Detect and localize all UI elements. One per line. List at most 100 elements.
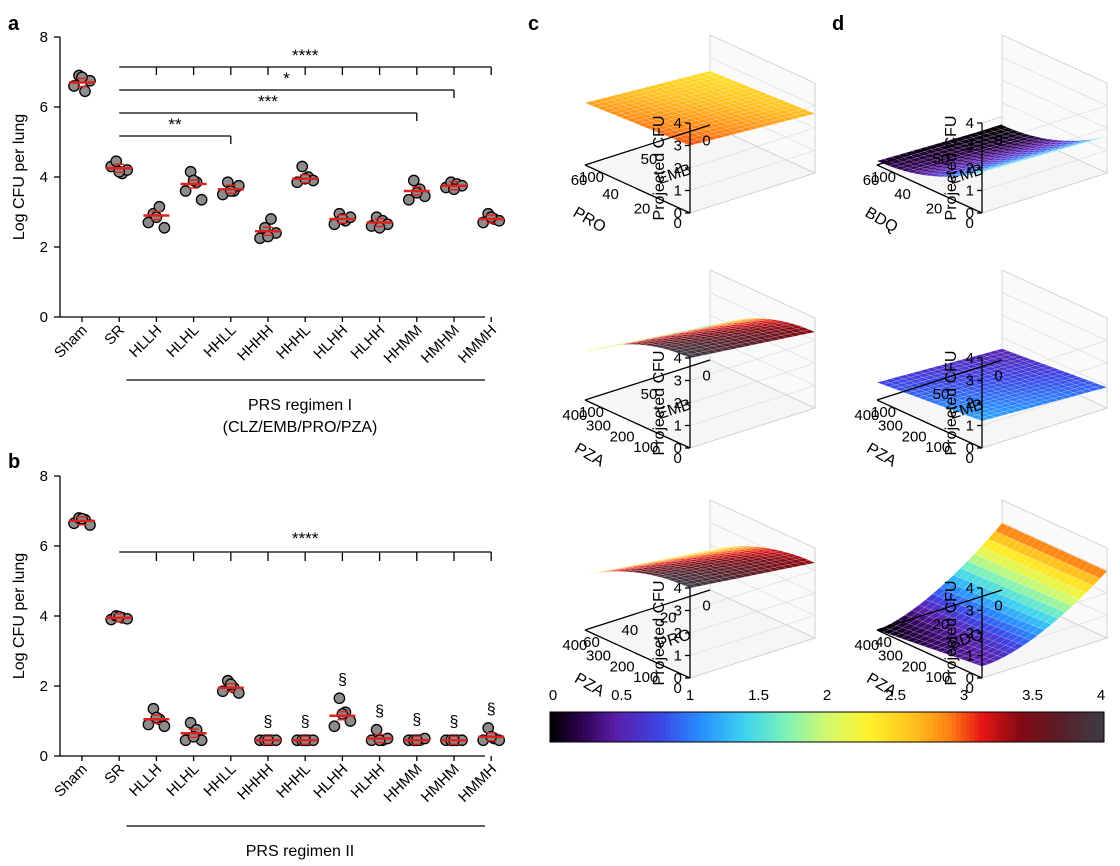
colorbar-cell xyxy=(1016,712,1022,742)
y-tick-label: 40 xyxy=(621,622,638,639)
x-axis xyxy=(876,164,983,214)
panel-label-a: a xyxy=(8,13,20,35)
z-tick-label: 2 xyxy=(966,160,974,177)
wall-gridline xyxy=(981,337,1108,426)
colorbar-cell xyxy=(1025,712,1031,742)
colorbar-cell xyxy=(923,712,930,742)
y-tick-label: 8 xyxy=(40,29,48,46)
colorbar-cell xyxy=(660,712,666,742)
colorbar-tick-label: 2 xyxy=(823,687,831,704)
x-tick-label: HLHL xyxy=(163,761,202,800)
y-tick-label: 8 xyxy=(40,468,48,485)
wall-gridline xyxy=(689,337,816,426)
x-tick-label: 20 xyxy=(634,201,651,218)
colorbar-cell xyxy=(840,712,846,742)
colorbar-cell xyxy=(600,712,606,742)
data-point xyxy=(336,708,349,720)
panel-label-d: d xyxy=(832,13,844,35)
colorbar-cell xyxy=(910,712,916,742)
colorbar-cell xyxy=(614,712,620,742)
colorbar-cell xyxy=(896,712,902,742)
x-tick-label: HLHH xyxy=(310,322,351,363)
wall-gridline xyxy=(689,522,816,611)
colorbar-cell xyxy=(877,712,883,742)
x-axis-label: PRO xyxy=(570,204,609,236)
x-tick-label: SR xyxy=(101,322,128,349)
colorbar-cell xyxy=(808,712,814,742)
colorbar-cell xyxy=(683,712,689,742)
colorbar-cell xyxy=(725,712,731,742)
data-point xyxy=(407,174,420,187)
x-tick-label: Sham xyxy=(51,761,91,801)
colorbar-cell xyxy=(1090,712,1096,742)
data-point xyxy=(158,720,171,733)
surface-cell xyxy=(660,81,675,87)
x-tick-label: HLLH xyxy=(126,322,165,361)
y-tick-label: 6 xyxy=(40,99,48,116)
colorbar-cell xyxy=(1020,712,1027,742)
y-tick-label: 50 xyxy=(933,386,950,403)
surface-cell xyxy=(598,345,612,350)
colorbar-cell xyxy=(900,712,906,742)
x-tick-label: HLHL xyxy=(163,322,202,361)
x-axis-label: PZA xyxy=(864,440,900,470)
regimen-label: PRS regimen II xyxy=(246,843,354,860)
surface-cell xyxy=(633,562,647,566)
data-point xyxy=(373,221,386,234)
y-tick-label: 0 xyxy=(702,597,710,614)
colorbar-cell xyxy=(720,712,726,742)
x-tick-label: 400 xyxy=(854,407,879,424)
colorbar-cell xyxy=(596,712,602,742)
z-axis-label: Projected CFU xyxy=(943,116,960,221)
data-point xyxy=(373,734,386,747)
x-tick-label: HHHL xyxy=(273,322,314,363)
surface-cell xyxy=(668,555,682,559)
significance-label: **** xyxy=(292,46,319,65)
section-mark: § xyxy=(412,712,421,729)
x-tick-label: 100 xyxy=(925,439,950,456)
z-axis-label: Projected CFU xyxy=(651,116,668,221)
y-tick-label: 100 xyxy=(871,169,896,186)
colorbar-cell xyxy=(766,712,773,742)
colorbar-cell xyxy=(831,712,837,742)
x-tick-label: 100 xyxy=(633,669,658,686)
y-axis xyxy=(876,589,1003,631)
z-tick-label: 1 xyxy=(674,183,682,200)
x-axis-label: PZA xyxy=(572,670,608,700)
x-tick-label: HLHH xyxy=(310,761,351,802)
y-axis xyxy=(876,359,1003,401)
colorbar-cell xyxy=(919,712,925,742)
colorbar-cell xyxy=(637,712,643,742)
colorbar-cell xyxy=(1080,712,1087,742)
colorbar-cell xyxy=(1048,712,1054,742)
surface-cell xyxy=(946,574,960,585)
y-tick-label: 6 xyxy=(40,538,48,555)
data-point xyxy=(76,512,88,525)
z-tick-label: 1 xyxy=(966,418,974,435)
z-tick-label: 2 xyxy=(966,395,974,412)
colorbar-tick-label: 3.5 xyxy=(1022,687,1043,704)
z-axis-label: Projected CFU xyxy=(943,581,960,686)
section-mark: § xyxy=(301,713,310,730)
y-tick-label: 0 xyxy=(702,132,710,149)
colorbar-cell xyxy=(693,712,699,742)
y-axis xyxy=(584,359,711,401)
data-point xyxy=(232,687,245,699)
z-tick-label: 4 xyxy=(966,115,974,132)
colorbar-cell xyxy=(988,712,994,742)
y-axis-label: Log CFU per lung xyxy=(11,553,28,679)
colorbar-cell xyxy=(1071,712,1077,742)
surface-cell xyxy=(911,604,925,613)
colorbar-cell xyxy=(845,712,851,742)
data-point xyxy=(158,221,171,234)
surface-cell xyxy=(598,569,612,573)
x-tick-label: 300 xyxy=(586,648,611,665)
surface-cell xyxy=(876,380,891,385)
colorbar-cell xyxy=(997,712,1003,742)
x-tick-label: HHLL xyxy=(200,322,239,361)
data-point xyxy=(402,193,415,206)
z-tick-label: 3 xyxy=(966,373,974,390)
colorbar-cell xyxy=(937,712,943,742)
colorbar-cell xyxy=(563,712,569,742)
